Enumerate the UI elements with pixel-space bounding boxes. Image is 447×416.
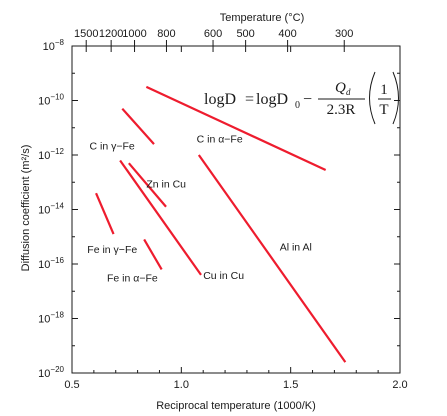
y-tick-label: 10−16 — [38, 256, 64, 271]
top-tick-label: 1500 — [74, 28, 98, 40]
y-tick-exponent: −12 — [50, 147, 64, 156]
series-line-c-in-fe — [145, 85, 327, 171]
plot-frame — [71, 45, 401, 374]
formula-rhs-first-sub: 0 — [295, 100, 300, 111]
top-tick-label: 400 — [278, 28, 296, 40]
y-tick-exponent: −10 — [50, 93, 64, 102]
y-tick-base: 10 — [43, 41, 55, 53]
series-label-al-in-al: Al in Al — [280, 241, 312, 253]
top-tick-label: 1200 — [99, 28, 123, 40]
series-line-zn-in-cu — [128, 162, 167, 208]
y-tick-base: 10 — [38, 259, 50, 271]
formula-rhs-first: logD — [256, 91, 288, 108]
x-axis-title: Reciprocal temperature (1000/K) — [156, 400, 316, 412]
y-tick-base: 10 — [38, 205, 50, 217]
x-axis: 0.5 1.0 1.5 2.0 — [64, 46, 408, 391]
top-tick-label: 1000 — [122, 28, 146, 40]
x-tick-label: 0.5 — [64, 379, 79, 391]
x-tick-label: 1.5 — [283, 379, 298, 391]
formula-lhs: logD — [204, 91, 236, 108]
y-tick-base: 10 — [38, 314, 50, 326]
series-line-al-in-al — [197, 154, 347, 363]
top-axis-title: Temperature (°C) — [220, 12, 304, 24]
arrhenius-formula: logD = logD 0 − Q d 2.3R 1 T — [204, 71, 399, 125]
formula-right-paren — [392, 71, 399, 125]
y-tick-label: 10−10 — [38, 93, 64, 108]
series-label-cu-in-cu: Cu in Cu — [203, 270, 244, 282]
series-labels: C in α−Fe C in γ−Fe Zn in Cu Cu in Cu Al in … — [87, 134, 312, 285]
y-tick-exponent: −8 — [55, 38, 65, 47]
y-tick-exponent: −20 — [50, 365, 64, 374]
y-tick-label: 10−14 — [38, 202, 64, 217]
series-line-c-in-fe — [121, 107, 155, 145]
formula-paren-den: T — [379, 102, 388, 118]
y-tick-exponent: −16 — [50, 256, 64, 265]
y-tick-base: 10 — [38, 96, 50, 108]
top-tick-label: 600 — [204, 28, 222, 40]
formula-paren-num: 1 — [380, 82, 388, 98]
formula-frac-num-sub: d — [346, 87, 351, 97]
y-tick-exponent: −18 — [50, 311, 64, 320]
y-tick-base: 10 — [38, 368, 50, 380]
y-tick-exponent: −14 — [50, 202, 64, 211]
series-label-fe-in-fe: Fe in γ−Fe — [87, 244, 137, 256]
y-tick-base: 10 — [38, 150, 50, 162]
top-tick-label: 500 — [236, 28, 254, 40]
series-line-cu-in-cu — [119, 159, 202, 276]
y-tick-label: 10−18 — [38, 311, 64, 326]
x-tick-label: 2.0 — [392, 379, 407, 391]
series-layer — [95, 85, 347, 363]
formula-equals: = — [245, 91, 254, 108]
series-label-fe-in-fe: Fe in α−Fe — [107, 273, 158, 285]
top-tick-label: 800 — [157, 28, 175, 40]
formula-frac-den: 2.3R — [327, 102, 356, 118]
formula-frac-num: Q — [335, 80, 346, 96]
formula-left-paren — [369, 71, 376, 125]
series-line-fe-in-fe — [95, 192, 115, 235]
series-label-c-in-fe: C in α−Fe — [197, 134, 243, 146]
formula-minus: − — [303, 91, 312, 108]
top-tick-label: 300 — [335, 28, 353, 40]
series-label-c-in-fe: C in γ−Fe — [89, 141, 134, 153]
y-tick-label: 10−12 — [38, 147, 64, 162]
x-tick-label: 1.0 — [174, 379, 189, 391]
y-tick-label: 10−20 — [38, 365, 64, 380]
y-tick-label: 10−8 — [43, 38, 65, 53]
y-axis-title: Diffusion coefficient (m²/s) — [20, 145, 32, 272]
series-label-zn-in-cu: Zn in Cu — [146, 179, 186, 191]
series-line-fe-in-fe — [143, 238, 163, 271]
